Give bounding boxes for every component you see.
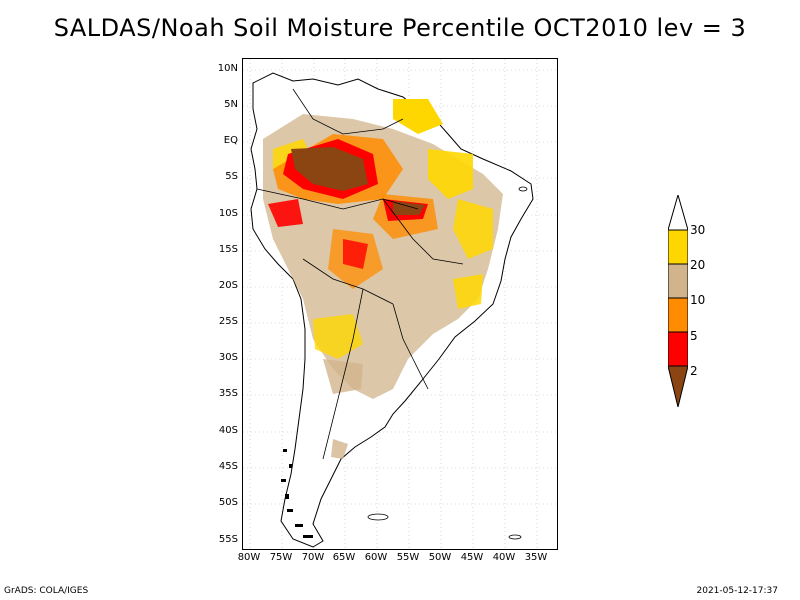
colorbar-segment (667, 331, 689, 367)
lon-tick-label: 60W (364, 552, 388, 563)
lon-tick-label: 50W (428, 552, 452, 563)
lon-tick-label: 35W (524, 552, 548, 563)
footer-credit: GrADS: COLA/IGES (4, 586, 89, 596)
percentile-fill (263, 99, 503, 459)
lat-tick-label: 5S (225, 171, 238, 182)
colorbar-label: 20 (690, 258, 706, 272)
colorbar-graphic (667, 193, 689, 408)
lat-tick-label: 35S (218, 388, 238, 399)
islands (367, 186, 528, 540)
colorbar-segment (667, 229, 689, 265)
lat-tick-label: 10S (218, 208, 238, 219)
lat-tick-label: EQ (223, 135, 238, 146)
lat-tick-label: 10N (217, 63, 238, 74)
southern-coast-detail (281, 449, 313, 538)
lon-tick-label: 65W (332, 552, 356, 563)
lat-tick-label: 25S (218, 316, 238, 327)
colorbar (667, 193, 689, 408)
south-america-map (243, 59, 557, 549)
lat-tick-label: 30S (218, 352, 238, 363)
lat-tick-label: 55S (218, 534, 238, 545)
country-borders (256, 88, 464, 460)
colorbar-label: 30 (690, 223, 706, 237)
map-title: SALDAS/Noah Soil Moisture Percentile OCT… (53, 14, 747, 42)
colorbar-label: 10 (690, 293, 706, 307)
colorbar-label: 5 (690, 329, 698, 343)
colorbar-bottom-triangle (667, 365, 689, 408)
map-panel (242, 58, 558, 550)
colorbar-top-triangle (667, 193, 689, 231)
lat-tick-label: 20S (218, 280, 238, 291)
colorbar-label: 2 (690, 364, 698, 378)
lon-tick-label: 80W (237, 552, 261, 563)
lat-tick-label: 50S (218, 497, 238, 508)
colorbar-segment (667, 263, 689, 299)
lon-tick-label: 45W (460, 552, 484, 563)
lon-tick-label: 40W (492, 552, 516, 563)
lat-tick-label: 45S (218, 461, 238, 472)
lon-tick-label: 55W (396, 552, 420, 563)
lat-tick-label: 40S (218, 425, 238, 436)
lat-tick-label: 15S (218, 244, 238, 255)
lat-tick-label: 5N (224, 99, 238, 110)
footer-timestamp: 2021-05-12-17:37 (696, 586, 779, 596)
colorbar-segment (667, 297, 689, 333)
lon-tick-label: 75W (269, 552, 293, 563)
lon-tick-label: 70W (301, 552, 325, 563)
